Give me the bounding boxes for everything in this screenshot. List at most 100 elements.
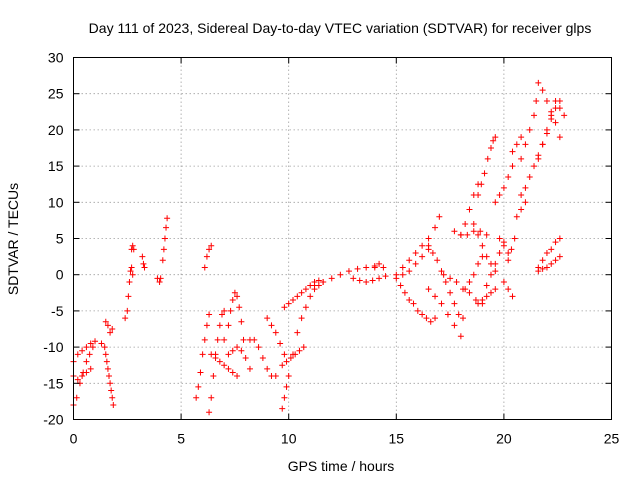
series-arc19 (279, 278, 327, 412)
data-point (140, 260, 147, 267)
data-point (492, 260, 499, 267)
data-point (539, 265, 546, 272)
data-point (203, 253, 210, 260)
series-arc15 (221, 289, 247, 343)
data-point (518, 192, 525, 199)
series-arc26 (397, 282, 439, 325)
data-point (139, 253, 146, 260)
data-point (427, 318, 434, 325)
data-point (543, 249, 550, 256)
data-point (487, 289, 494, 296)
data-point (218, 311, 225, 318)
series-arc38 (492, 163, 516, 206)
data-point (477, 228, 484, 235)
data-point (490, 137, 497, 144)
data-point (251, 336, 258, 343)
data-point (442, 278, 449, 285)
data-point (83, 369, 90, 376)
data-point (539, 87, 546, 94)
data-point (419, 242, 426, 249)
data-point (414, 307, 421, 314)
data-point (531, 112, 538, 119)
x-tick-label: 10 (281, 431, 297, 447)
data-point (513, 213, 520, 220)
data-point (543, 126, 550, 133)
y-tick-label: 5 (56, 231, 64, 247)
data-point (109, 394, 116, 401)
data-point (221, 362, 228, 369)
data-point (129, 271, 136, 278)
data-point (110, 402, 117, 409)
series-arc08 (139, 253, 148, 271)
data-point (470, 221, 477, 228)
chart-title: Day 111 of 2023, Sidereal Day-to-day VTE… (89, 20, 592, 36)
series-arc47 (535, 235, 563, 271)
data-point (451, 228, 458, 235)
data-point (522, 199, 529, 206)
data-point (363, 264, 370, 271)
data-point (399, 271, 406, 278)
data-point (238, 318, 245, 325)
data-point (268, 322, 275, 329)
data-point (447, 275, 454, 282)
data-point (206, 409, 213, 416)
data-marks (70, 79, 568, 416)
data-point (500, 242, 507, 249)
data-point (412, 260, 419, 267)
series-arc21 (281, 277, 322, 311)
data-point (315, 277, 322, 284)
data-point (556, 253, 563, 260)
data-point (229, 347, 236, 354)
data-point (277, 340, 284, 347)
data-point (401, 289, 408, 296)
data-point (371, 264, 378, 271)
data-point (464, 231, 471, 238)
data-point (369, 277, 376, 284)
data-point (455, 311, 462, 318)
data-point (281, 394, 288, 401)
series-arc35 (475, 286, 499, 307)
data-point (535, 79, 542, 86)
data-point (496, 235, 503, 242)
data-point (440, 271, 447, 278)
data-point (425, 242, 432, 249)
data-point (74, 351, 81, 358)
series-arc30 (440, 271, 486, 307)
data-point (438, 300, 445, 307)
data-point (500, 278, 507, 285)
data-point (107, 329, 114, 336)
data-point (457, 333, 464, 340)
grid-lines (73, 57, 612, 420)
data-point (509, 163, 516, 170)
series-arc43 (513, 199, 529, 220)
data-point (307, 293, 314, 300)
data-point (492, 286, 499, 293)
data-point (283, 358, 290, 365)
data-point (508, 246, 515, 253)
series-arc11 (193, 311, 213, 401)
data-point (195, 383, 202, 390)
x-tick-label: 15 (389, 431, 405, 447)
data-point (285, 300, 292, 307)
series-arc45 (518, 79, 563, 162)
data-point (285, 373, 292, 380)
data-point (522, 184, 529, 191)
data-point (294, 293, 301, 300)
data-point (298, 289, 305, 296)
data-point (208, 351, 215, 358)
data-point (513, 141, 520, 148)
data-point (505, 286, 512, 293)
data-point (104, 322, 111, 329)
data-point (376, 275, 383, 282)
data-point (163, 224, 170, 231)
data-point (466, 278, 473, 285)
data-point (511, 235, 518, 242)
series-arc10 (159, 215, 171, 264)
y-tick-label: 0 (56, 267, 64, 283)
data-point (141, 264, 148, 271)
data-point (272, 373, 279, 380)
data-point (87, 340, 94, 347)
data-point (201, 264, 208, 271)
data-point (350, 275, 357, 282)
data-point (126, 278, 133, 285)
